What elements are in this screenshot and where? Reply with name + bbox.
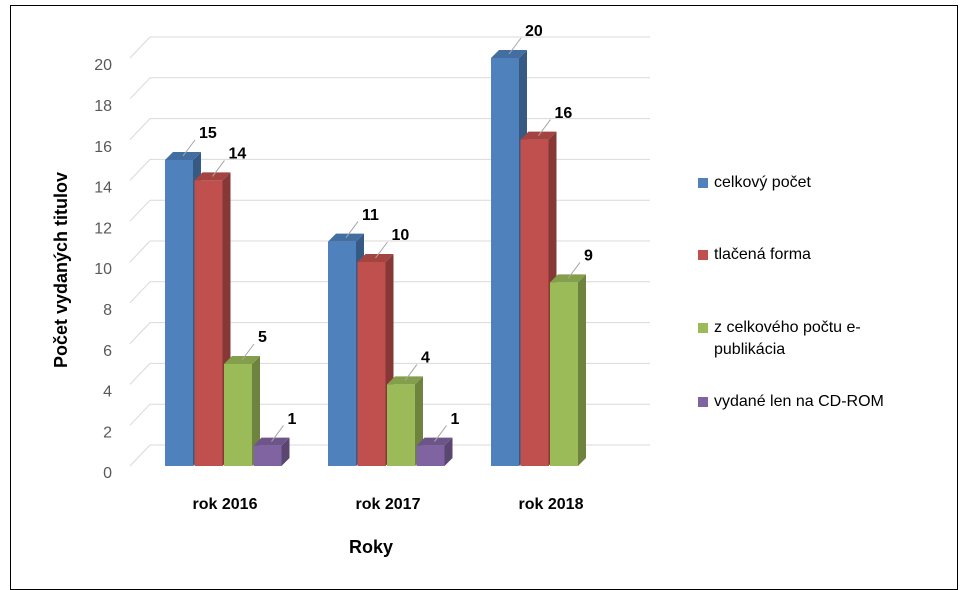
leader-line (404, 364, 418, 381)
bar-front (357, 262, 386, 466)
grid-line (129, 444, 151, 467)
grid-line (129, 403, 151, 426)
bar (550, 274, 586, 466)
grid-line (129, 36, 151, 59)
y-tick-label: 16 (94, 139, 112, 156)
bar (253, 437, 290, 466)
bar-side (444, 437, 453, 466)
data-label: 9 (584, 248, 593, 265)
legend-item: celkový počet (698, 172, 898, 194)
data-label: 4 (421, 350, 430, 367)
y-tick-label: 12 (94, 220, 112, 237)
bar-side (281, 437, 290, 466)
x-tick-label: rok 2018 (519, 496, 584, 513)
grid-line (129, 118, 151, 140)
y-tick-label: 2 (103, 424, 112, 441)
legend-label: celkový počet (714, 174, 811, 191)
x-axis-title: Roky (349, 537, 393, 557)
data-label: 16 (555, 105, 573, 122)
legend-item: vydané len na CD-ROM (698, 391, 898, 413)
grid-line (129, 199, 151, 222)
data-label: 5 (258, 329, 267, 346)
data-label: 14 (229, 146, 247, 163)
leader-line (212, 160, 225, 177)
data-label: 1 (288, 411, 297, 428)
grid-line (129, 159, 151, 181)
data-label: 1 (451, 411, 460, 428)
y-axis-title: Počet vydaných titulov (51, 172, 71, 368)
legend-label: tlačená forma (714, 246, 811, 263)
data-label: 15 (199, 125, 217, 142)
bar (194, 172, 231, 466)
bar-front (328, 241, 356, 466)
bar (357, 254, 394, 466)
bar-front (253, 445, 282, 466)
grid-line (129, 322, 151, 344)
legend-label: vydané len na CD-ROM (714, 393, 884, 410)
bar (416, 437, 453, 466)
grid-line (129, 363, 151, 385)
grid-line (129, 281, 151, 304)
y-tick-label: 14 (94, 180, 112, 197)
bar (224, 356, 260, 466)
bar-front (165, 160, 193, 466)
legend-swatch (698, 323, 708, 333)
bar-front (224, 364, 252, 466)
grid-line (129, 240, 151, 263)
y-tick-label: 18 (94, 98, 112, 115)
data-label: 11 (362, 207, 379, 224)
leader-line (182, 139, 196, 157)
bar-side (578, 274, 586, 466)
bar-front (520, 139, 549, 466)
legend-swatch (698, 178, 708, 188)
legend-item: tlačená forma (698, 244, 898, 266)
x-tick-label: rok 2016 (193, 496, 258, 513)
leader-line (241, 343, 255, 361)
chart-border (10, 5, 958, 590)
x-tick-label: rok 2017 (356, 496, 421, 513)
leader-line (345, 221, 359, 238)
legend-swatch (698, 250, 708, 260)
leader-line (434, 425, 447, 442)
data-label: 20 (525, 23, 543, 40)
legend-swatch (698, 397, 708, 407)
y-tick-label: 8 (103, 302, 112, 319)
leader-line (271, 425, 284, 442)
data-label: 10 (392, 227, 410, 244)
bar-front (550, 282, 578, 466)
bar-front (387, 384, 415, 466)
leader-line (508, 37, 522, 55)
legend-label: z celkového počtu e-publikácia (714, 319, 861, 358)
leader-line (538, 119, 551, 136)
y-tick-label: 10 (94, 261, 112, 278)
bar-side (252, 356, 260, 466)
grid-line (129, 77, 151, 100)
y-tick-label: 4 (103, 384, 112, 401)
y-tick-label: 6 (103, 343, 112, 360)
leader-line (567, 262, 581, 279)
bar-front (491, 58, 519, 466)
y-tick-label: 0 (103, 465, 112, 482)
legend-item: z celkového počtu e-publikácia (698, 317, 898, 361)
y-tick-label: 20 (94, 57, 112, 74)
bar-front (416, 445, 445, 466)
bar-front (194, 180, 223, 466)
leader-line (375, 241, 388, 259)
